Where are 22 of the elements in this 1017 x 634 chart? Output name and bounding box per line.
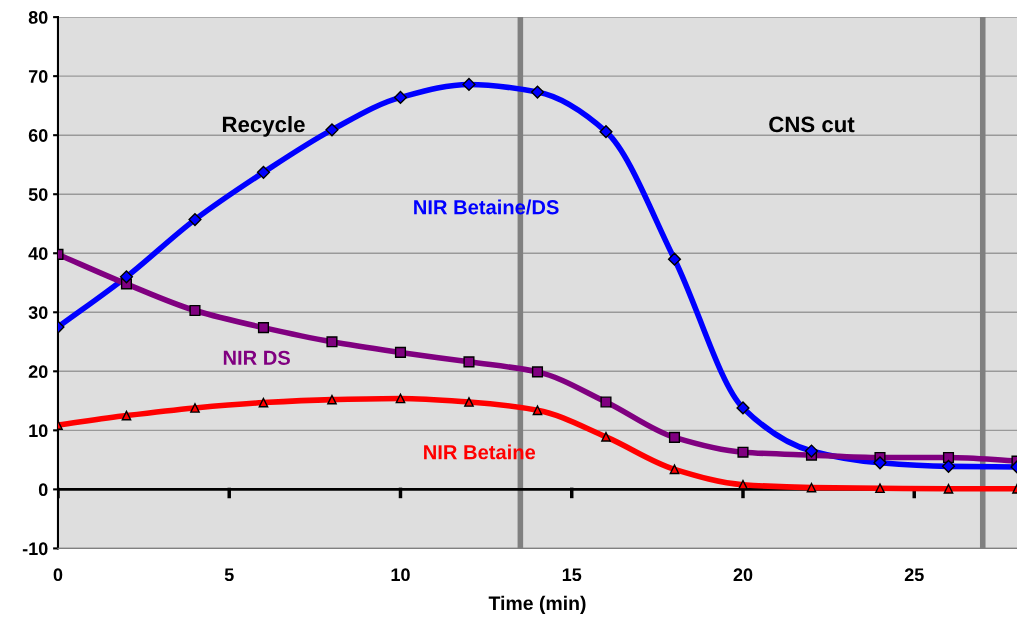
y-tick-label: 30 [28, 306, 48, 320]
y-tick-label: 10 [29, 424, 48, 438]
y-tick-label: 0 [38, 483, 48, 497]
y-tick-label: -10 [22, 542, 48, 556]
annotation: CNS cut [769, 116, 855, 133]
y-tick-label: 20 [28, 365, 48, 379]
y-tick-label: 50 [28, 188, 48, 201]
x-tick-label: 5 [224, 568, 234, 582]
x-tick-label: 25 [904, 568, 924, 582]
x-tick-label: 20 [733, 568, 753, 582]
y-tick-label: 60 [28, 129, 48, 142]
annotation: Recycle [222, 115, 305, 137]
text: NIR Betaine/DS [414, 199, 559, 215]
y-tick-label: 70 [28, 70, 48, 83]
x-tick-label: 15 [562, 568, 582, 582]
series-label: NIR DS [223, 350, 290, 365]
x-tick-label: 10 [391, 568, 410, 582]
series-label: NIR Betaine [424, 444, 536, 460]
y-tick-label: 40 [28, 247, 48, 260]
x-tick-label: 0 [53, 568, 63, 582]
x-axis-title: Time (min) [488, 595, 586, 614]
y-tick-label: 80 [28, 11, 48, 24]
